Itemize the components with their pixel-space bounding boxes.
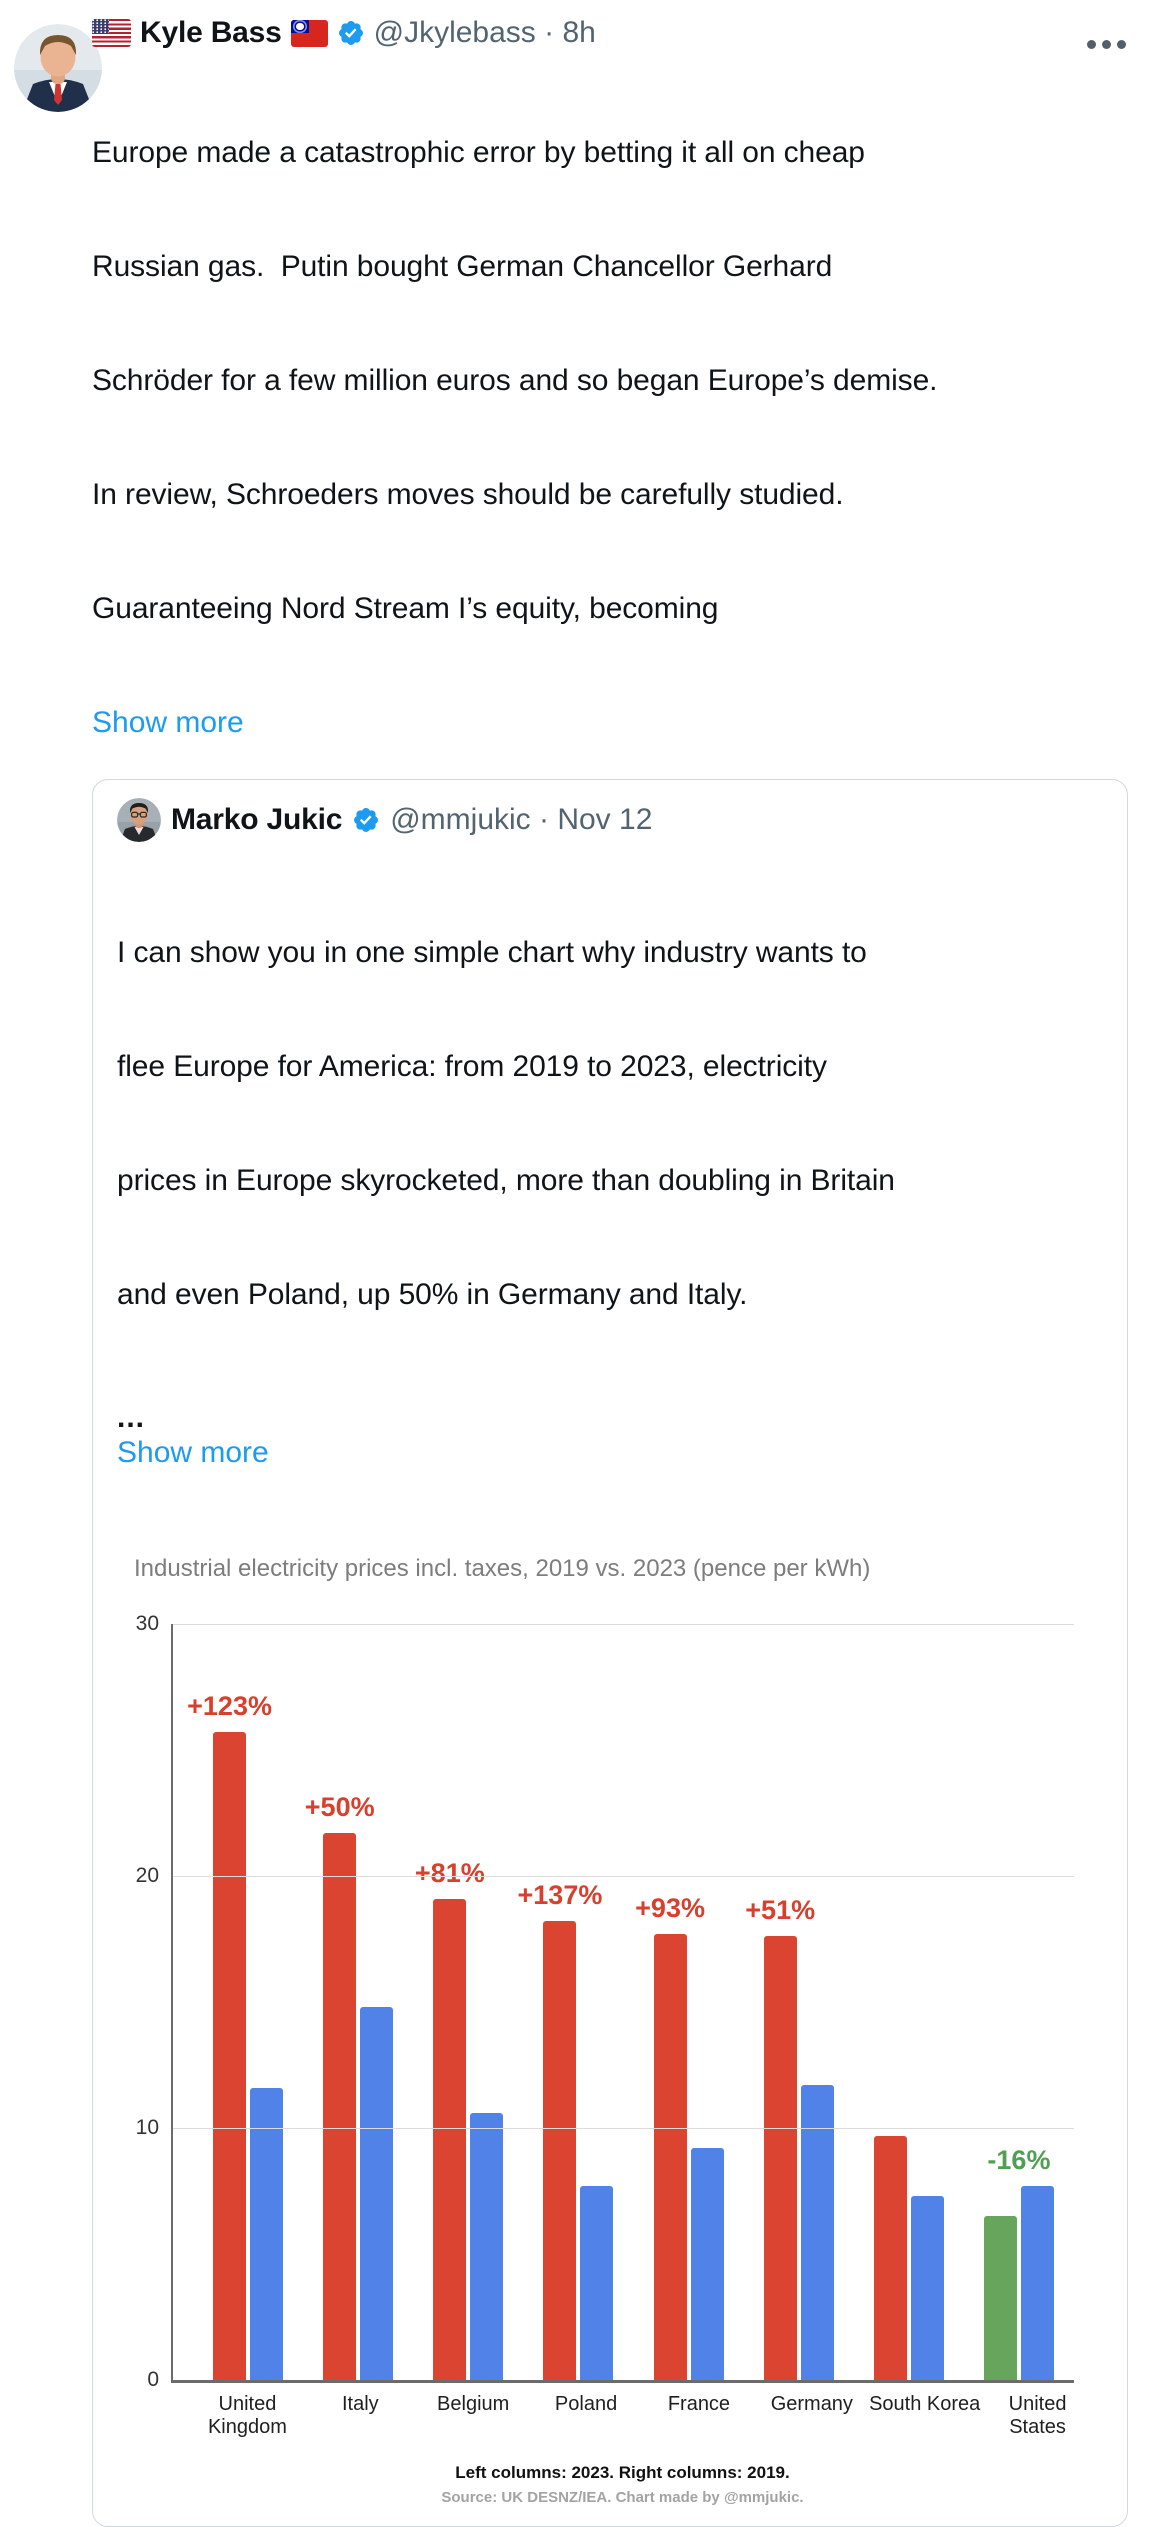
quoted-user-handle[interactable]: @mmjukic · Nov 12 (390, 803, 653, 836)
bar-2019-france (690, 2148, 724, 2380)
avatar-photo (14, 24, 102, 112)
bar-2019-belgium (470, 2112, 504, 2380)
x-label-italy: Italy (341, 2393, 379, 2415)
quoted-tweet-card[interactable]: Marko Jukic @mmjukic · Nov 12 I can show… (92, 779, 1128, 2527)
bar-2023-south-korea (873, 2135, 907, 2380)
quoted-tweet-text: I can show you in one simple chart why i… (117, 858, 1103, 1390)
bar-group-united-states: -16% (964, 1624, 1074, 2380)
bar-2023-poland (543, 1921, 577, 2380)
plot-area: +123% +50% +81% +137% +93% +51% -16% 30 20 10 0 (136, 1612, 1074, 2391)
pct-change-label-united-kingdom: +123% (187, 1691, 272, 1722)
x-label-united-kingdom: United Kingdom (207, 2393, 287, 2438)
x-label-united-states: United States (1008, 2393, 1067, 2438)
us-flag-icon (92, 19, 131, 47)
bar-2019-south-korea (910, 2196, 944, 2380)
chart-title: Industrial electricity prices incl. taxe… (134, 1555, 871, 1582)
chart-caption: Left columns: 2023. Right columns: 2019. (455, 2463, 790, 2482)
pct-change-label-belgium: +81% (414, 1857, 485, 1888)
pct-change-label-united-states: -16% (987, 2144, 1051, 2175)
bar-group-france: +93% (634, 1624, 744, 2380)
bar-group-poland: +137% (518, 1624, 633, 2380)
main-tweet: Kyle Bass @Jkylebass · 8h Europe made a … (0, 14, 1158, 2527)
bar-group-belgium: +81% (413, 1624, 523, 2380)
x-label-germany: Germany (770, 2393, 853, 2415)
x-label-south-korea: South Korea (869, 2393, 981, 2415)
ellipsis-dot (1087, 40, 1096, 49)
pct-change-label-poland: +137% (517, 1880, 603, 1911)
ellipsis-dot (1117, 40, 1126, 49)
show-more-link[interactable]: Show more (92, 706, 244, 739)
plot-wrap: +123% +50% +81% +137% +93% +51% -16% 30 20 10 0 (136, 1612, 1074, 2391)
user-handle[interactable]: @Jkylebass · 8h (373, 16, 596, 49)
bar-2023-belgium (433, 1898, 467, 2380)
bar-row: +123% +50% +81% +137% +93% +51% -16% (173, 1624, 1074, 2380)
bar-2019-poland (580, 2185, 614, 2380)
bar-2023-united-states (983, 2216, 1017, 2380)
quoted-show-more-link[interactable]: Show more (117, 1436, 269, 1469)
y-tick-10: 10 (135, 2116, 159, 2139)
tweet-header: Kyle Bass @Jkylebass · 8h (92, 14, 1128, 52)
quoted-text-line: and even Poland, up 50% in Germany and I… (117, 1278, 748, 1311)
quoted-text-line: I can show you in one simple chart why i… (117, 936, 867, 969)
bar-2023-italy (323, 1833, 357, 2380)
ellipsis-dot (1102, 40, 1111, 49)
gridline-10 (173, 2128, 1074, 2129)
bar-2023-united-kingdom (213, 1732, 247, 2380)
tweet-text-line: Russian gas. Putin bought German Chancel… (92, 250, 833, 283)
bar-2023-germany (763, 1936, 797, 2380)
bar-2019-united-kingdom (250, 2087, 284, 2380)
x-label-belgium: Belgium (437, 2393, 510, 2415)
chart-image[interactable]: Industrial electricity prices incl. taxe… (93, 1554, 1127, 2526)
tweet-text-line: In review, Schroeders moves should be ca… (92, 478, 844, 511)
quoted-display-name[interactable]: Marko Jukic (171, 803, 343, 836)
tweet-text-line: Europe made a catastrophic error by bett… (92, 136, 865, 169)
y-tick-0: 0 (147, 2368, 159, 2391)
tweet-text-line: Schröder for a few million euros and so … (92, 364, 938, 397)
quoted-avatar-photo (117, 798, 161, 842)
x-axis-labels: United Kingdom Italy Belgium Poland France Ge… (171, 2393, 1094, 2439)
verified-badge-icon (337, 19, 365, 47)
x-label-france: France (667, 2393, 731, 2415)
y-tick-30: 30 (135, 1612, 159, 1635)
bar-group-united-kingdom: +123% (187, 1624, 303, 2380)
pct-change-label-france: +93% (635, 1892, 705, 1923)
quoted-text-line: flee Europe for America: from 2019 to 20… (117, 1050, 827, 1083)
pct-change-label-germany: +51% (745, 1895, 816, 1926)
tweet-text: Europe made a catastrophic error by bett… (92, 58, 1128, 704)
tweet-text-line: Guaranteeing Nord Stream I’s equity, bec… (92, 592, 719, 625)
gridline-30 (173, 1624, 1074, 1625)
bar-2019-united-states (1020, 2185, 1054, 2380)
pct-change-label-italy: +50% (304, 1792, 375, 1823)
avatar[interactable] (14, 24, 102, 112)
quoted-verified-badge-icon (352, 806, 380, 834)
quoted-tweet-header: Marko Jukic @mmjukic · Nov 12 (117, 798, 1103, 842)
bar-group-germany: +51% (744, 1624, 854, 2380)
bar-2019-germany (800, 2085, 834, 2380)
bar-2023-france (653, 1933, 687, 2380)
bar-group-italy: +50% (303, 1624, 413, 2380)
quoted-avatar[interactable] (117, 798, 161, 842)
bar-2019-italy (360, 2007, 394, 2380)
taiwan-flag-icon (290, 19, 328, 47)
more-options-icon[interactable] (1087, 40, 1126, 49)
chart-source: Source: UK DESNZ/IEA. Chart made by @mmj… (441, 2489, 804, 2506)
x-label-poland: Poland (554, 2393, 618, 2415)
truncation-ellipsis: ... (117, 1401, 146, 1434)
bar-group-south-korea (854, 1624, 964, 2380)
quoted-text-line: prices in Europe skyrocketed, more than … (117, 1164, 895, 1197)
gridline-20 (173, 1876, 1074, 1877)
display-name[interactable]: Kyle Bass (140, 16, 282, 49)
y-tick-20: 20 (135, 1864, 159, 1887)
